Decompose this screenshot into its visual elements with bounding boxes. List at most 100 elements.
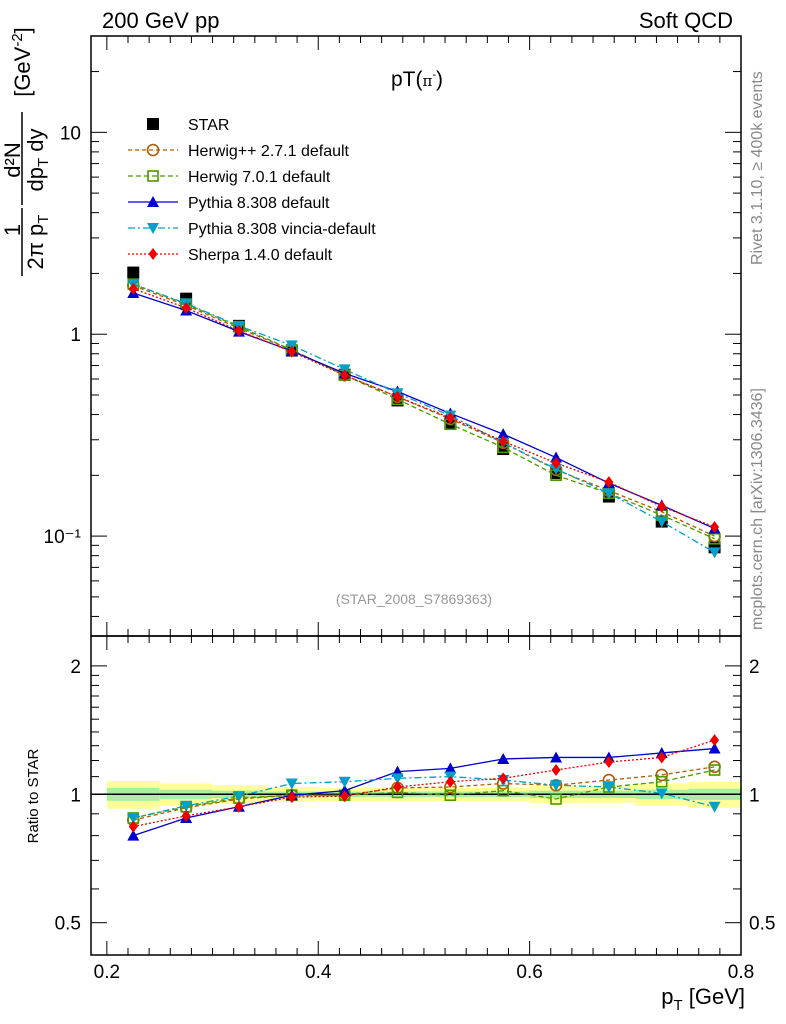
ratio-y-tick-label-right: 2 (749, 657, 760, 678)
data-point-sherpa (287, 345, 297, 358)
ratio-point-sherpa (710, 734, 720, 747)
ratio-point-pythia (497, 752, 510, 764)
ratio-line-herwigpp (133, 766, 715, 821)
series-line-herwig7 (133, 283, 715, 540)
series-line-herwigpp (133, 285, 715, 537)
legend-item-sherpa: Sherpa 1.4.0 default (128, 247, 333, 264)
ratio-point-vincia (655, 788, 668, 800)
plot-title: pT(π-) (391, 68, 443, 91)
data-point-sherpa (181, 301, 191, 314)
legend-marker-herwigpp (146, 143, 160, 157)
ratio-point-pythia (338, 784, 351, 796)
ratio-point-herwig7 (550, 793, 562, 805)
data-point-sherpa (551, 457, 561, 470)
x-tick-label: 0.2 (94, 962, 120, 983)
ratio-point-vincia (285, 778, 298, 790)
data-point-pythia (550, 451, 563, 463)
ratio-panel: 0.2 0.4 0.6 0.8 0.5 0.5 1 1 2 2 (55, 635, 775, 983)
data-point-sherpa (445, 411, 455, 424)
legend-label-vincia: Pythia 8.308 vincia-default (188, 221, 376, 238)
ylabel-frac1-num: 1 (0, 224, 25, 236)
legend-item-pythia: Pythia 8.308 default (128, 195, 330, 212)
ratio-point-vincia (602, 782, 615, 794)
data-point-sherpa (498, 435, 508, 448)
x-tick-label: 0.8 (728, 962, 754, 983)
series-star (127, 266, 721, 554)
ratio-point-sherpa (234, 800, 244, 813)
legend-marker-sherpa (148, 248, 158, 260)
series-line-vincia (133, 283, 715, 553)
ratio-point-pythia (550, 751, 563, 763)
series-pythia (127, 287, 721, 534)
ratio-point-sherpa (445, 775, 455, 788)
ratio-frame (90, 635, 742, 956)
data-point-star (127, 266, 140, 279)
series-line-pythia (133, 292, 715, 530)
data-point-vincia (550, 463, 563, 475)
main-panel: 10⁻¹ 1 10 (44, 35, 742, 637)
legend-marker-herwig7 (147, 170, 159, 182)
ratio-point-sherpa (393, 781, 403, 794)
data-point-vincia (602, 488, 615, 500)
data-point-sherpa (657, 500, 667, 513)
ratio-point-pythia (444, 762, 457, 774)
legend-label-pythia: Pythia 8.308 default (188, 195, 330, 212)
ylabel-unit: [GeV-2] (9, 27, 35, 97)
ratio-point-sherpa (340, 790, 350, 803)
ratio-y-tick-label: 0.5 (55, 914, 81, 935)
series-herwig7 (127, 278, 721, 545)
legend-label-herwig7: Herwig 7.0.1 default (188, 169, 331, 186)
ratio-point-sherpa (287, 791, 297, 804)
data-point-herwig7 (708, 532, 721, 545)
data-point-sherpa (128, 282, 138, 295)
ratio-point-sherpa (551, 764, 561, 777)
series-sherpa (128, 282, 720, 533)
legend-label-star: STAR (188, 117, 229, 134)
ratio-point-vincia (180, 800, 193, 812)
x-tick-label: 0.4 (305, 962, 332, 983)
ratio-y-axis-label: Ratio to STAR (25, 748, 42, 843)
ylabel-frac2-num: d²N (0, 142, 25, 177)
ratio-point-pythia (708, 742, 721, 754)
x-tick-label: 0.6 (516, 962, 542, 983)
data-point-vincia (708, 547, 721, 559)
y-tick-label: 1 (70, 325, 81, 346)
ratio-y-tick-label-right: 0.5 (749, 914, 775, 935)
data-point-sherpa (710, 520, 720, 533)
legend-item-herwigpp: Herwig++ 2.7.1 default (128, 143, 350, 160)
data-point-sherpa (234, 324, 244, 337)
ratio-point-herwig7 (444, 789, 457, 802)
legend-item-herwig7: Herwig 7.0.1 default (128, 169, 331, 186)
ratio-point-sherpa (657, 751, 667, 764)
legend-item-star: STAR (147, 117, 229, 134)
legend-marker-pythia (147, 196, 159, 207)
ratio-y-tick-label-right: 1 (749, 785, 760, 806)
data-point-sherpa (393, 390, 403, 403)
legend-marker-star (147, 118, 159, 130)
legend: STAR Herwig++ 2.7.1 default Herwig 7.0.1 d… (128, 117, 376, 264)
data-point-sherpa (340, 369, 350, 382)
ratio-point-sherpa (181, 809, 191, 822)
ratio-point-vincia (391, 773, 404, 785)
mcplots-credit-text: mcplots.cern.ch [arXiv:1306.3436] (749, 388, 766, 630)
header-left: 200 GeV pp (102, 8, 219, 33)
ratio-point-pythia (127, 829, 140, 841)
ratio-point-vincia (550, 780, 563, 792)
analysis-watermark: (STAR_2008_S7869363) (336, 591, 492, 607)
data-point-vincia (655, 516, 668, 528)
legend-label-sherpa: Sherpa 1.4.0 default (188, 247, 333, 264)
ratio-line-sherpa (133, 739, 715, 828)
legend-label-herwigpp: Herwig++ 2.7.1 default (188, 143, 350, 160)
plot-title-text: pT(π-) (391, 68, 443, 91)
y-axis-label: 1 2π pT d²N dpT dy [GeV-2] (0, 27, 52, 276)
ratio-point-sherpa (604, 756, 614, 769)
ratio-series-sherpa (128, 734, 720, 833)
ratio-point-vincia (338, 776, 351, 788)
series-line-sherpa (133, 288, 715, 528)
data-point-pythia (497, 428, 510, 440)
header-right: Soft QCD (639, 8, 733, 33)
ratio-point-sherpa (498, 772, 508, 785)
ratio-point-vincia (232, 791, 245, 803)
y-tick-label: 10 (60, 123, 81, 144)
